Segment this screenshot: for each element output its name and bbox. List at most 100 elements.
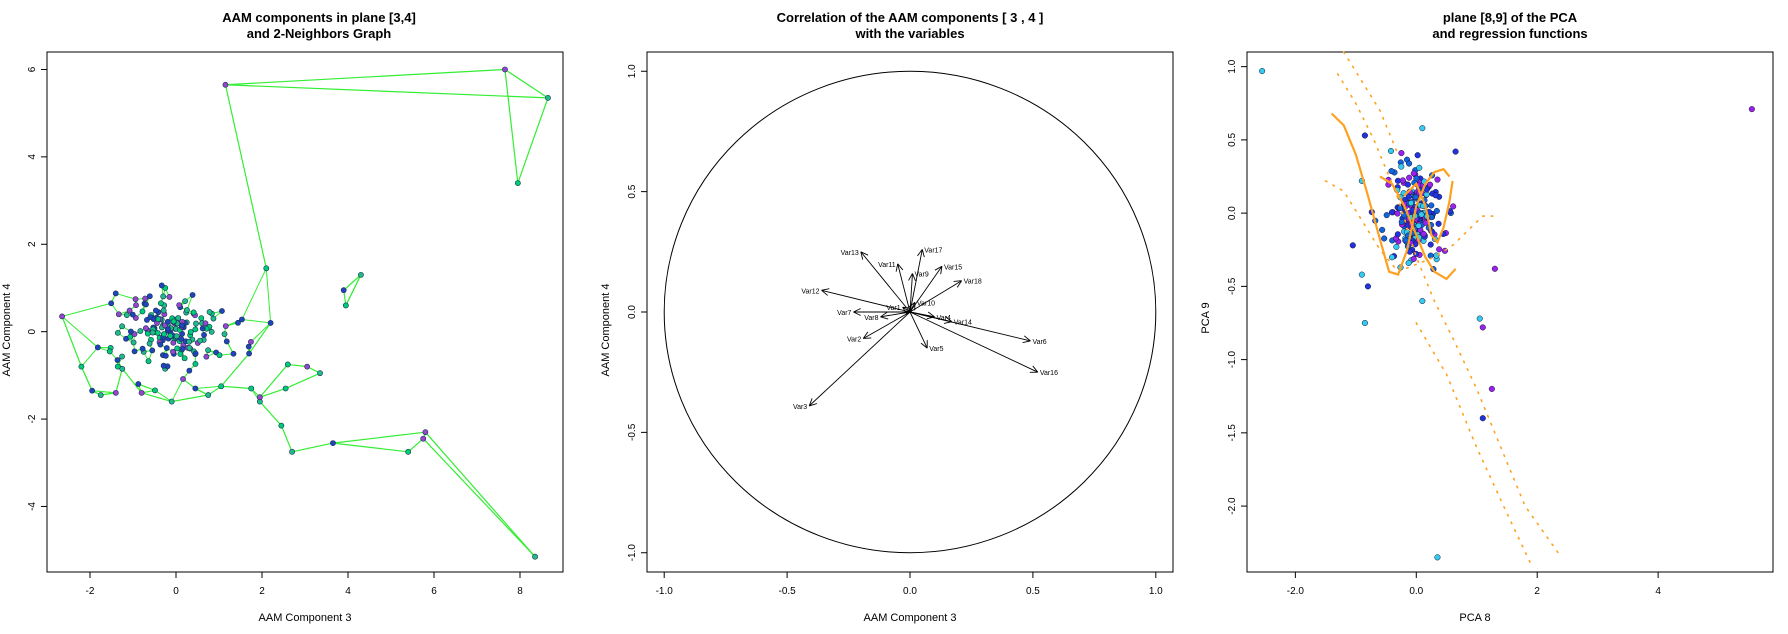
panel-1-data-point xyxy=(267,320,274,326)
panel-1-data-point xyxy=(170,348,176,355)
panel-1-data-point xyxy=(143,301,149,308)
panel-1-data-point xyxy=(149,347,156,354)
panel-3-data-point xyxy=(1405,193,1413,200)
panel-2-arrow-head xyxy=(902,306,908,315)
panel-1-data-point xyxy=(127,333,134,340)
panel-2-arrow-head xyxy=(908,273,913,281)
panel-1-graph-edge xyxy=(343,274,362,291)
panel-1-data-point xyxy=(160,362,167,369)
panel-1-graph-edge xyxy=(345,274,362,306)
panel-3-data-point xyxy=(1415,222,1422,229)
panel-3-data-point xyxy=(1398,163,1405,170)
panel-1-data-point xyxy=(248,338,254,345)
panel-1-data-point xyxy=(177,351,184,357)
panel-1-x-tick-label: -2 xyxy=(86,586,95,597)
panel-2-arrow-head xyxy=(945,316,953,322)
panel-1-graph-edge xyxy=(154,389,172,402)
panel-1-data-point xyxy=(201,331,207,338)
panel-3-data-point xyxy=(1402,237,1409,244)
panel-1-graph-edge xyxy=(220,353,250,387)
panel-2-variable-label: Var12 xyxy=(801,288,819,295)
panel-2-variable-label: Var5 xyxy=(929,346,943,353)
panel-1-graph-edge xyxy=(121,368,143,394)
panel-2-arrow-line xyxy=(860,251,911,313)
panel-1-data-point xyxy=(197,337,203,344)
panel-2-arrow-head xyxy=(1023,335,1031,342)
panel-1-data-point xyxy=(205,347,211,354)
panel-1-data-point xyxy=(256,394,263,401)
panel-1-data-point xyxy=(181,355,188,362)
panel-1-data-point xyxy=(144,330,151,337)
panel-1-data-point xyxy=(170,339,177,346)
panel-1-title-line-2: and 2-Neighbors Graph xyxy=(247,26,392,41)
panel-1-data-point xyxy=(106,348,113,355)
panel-3-x-tick-label: 2 xyxy=(1534,586,1540,597)
panel-1-data-point xyxy=(114,329,121,336)
panel-2-variable-label: Var14 xyxy=(954,320,972,327)
panel-1-data-point xyxy=(263,265,270,272)
panel-1-data-point xyxy=(219,308,225,314)
panel-1-data-point xyxy=(205,392,212,398)
panel-1-x-tick-label: 2 xyxy=(259,586,265,597)
panel-1-graph-edge xyxy=(61,316,82,367)
panel-3-data-point xyxy=(1420,230,1427,238)
panel-1-data-point xyxy=(78,363,85,370)
panel-1-data-point xyxy=(210,315,217,322)
panel-1-data-point xyxy=(158,300,164,307)
panel-3-data-point xyxy=(1406,174,1413,181)
panel-3-outlier-point xyxy=(1452,148,1459,155)
panel-2-variable-label: Var1 xyxy=(886,305,900,312)
panel-3-y-tick-label: 0.0 xyxy=(1227,206,1238,220)
panel-1-data-point xyxy=(146,340,153,347)
panel-1-data-point xyxy=(149,329,156,336)
panel-3-outlier-point xyxy=(1479,324,1486,331)
panel-1-data-point xyxy=(163,345,170,351)
panel-2-unit-circle xyxy=(663,70,1157,554)
panel-2-y-tick-label: -0.5 xyxy=(627,423,638,441)
panel-1-data-point xyxy=(218,383,225,390)
panel-1-data-point xyxy=(157,341,164,348)
panel-2-arrow-head xyxy=(809,403,817,407)
panel-3-regression-curve xyxy=(1403,180,1454,245)
panel-2-arrow-head xyxy=(1032,365,1039,373)
panel-1-data-point xyxy=(179,345,186,352)
panel-3-data-point xyxy=(1381,235,1388,242)
panel-1-data-point xyxy=(97,392,104,398)
panel-1-data-point xyxy=(161,331,167,337)
panel-1-data-point xyxy=(203,353,210,360)
panel-1-title-line-1: AAM components in plane [3,4] xyxy=(222,10,416,25)
panel-2-variable-label: Var11 xyxy=(878,262,896,269)
panel-3-outlier-point xyxy=(1476,315,1483,322)
panel-2-variable-label: Var13 xyxy=(841,250,859,257)
panel-2-arrow-line xyxy=(909,311,1031,342)
panel-3-data-point xyxy=(1379,226,1386,233)
panel-2-arrow-head xyxy=(860,251,869,256)
panel-3-x-tick-label: 4 xyxy=(1655,586,1661,597)
panel-3-x-tick-label: -2.0 xyxy=(1287,586,1305,597)
panel-1-graph-edge xyxy=(241,318,271,324)
panel-1-data-point xyxy=(317,370,323,377)
panel-2-variable-label: Var3 xyxy=(793,404,807,411)
panel-1-graph-edge xyxy=(115,368,123,393)
panel-2-variable-label: Var16 xyxy=(1040,370,1058,377)
panel-1-data-point xyxy=(190,309,197,316)
panel-2-arrow-head xyxy=(895,263,899,272)
panel-1-data-point xyxy=(139,345,146,352)
panel-2-arrow-line xyxy=(909,302,916,313)
panel-1-data-point xyxy=(235,319,241,326)
panel-2-arrow-line xyxy=(909,280,962,313)
panel-1-graph-edge xyxy=(332,431,426,444)
panel-2-variable-label: Var7 xyxy=(837,310,851,317)
panel-1-y-tick-label: 4 xyxy=(27,154,38,160)
panel-1-data-point xyxy=(126,307,133,314)
panel-1-plot-frame xyxy=(46,51,564,573)
panel-1-data-point xyxy=(154,330,161,336)
panel-2-arrow-head xyxy=(921,249,925,258)
panel-1-data-point xyxy=(123,312,130,318)
panel-3-x-tick-label: 0.0 xyxy=(1409,586,1423,597)
panel-3-data-point xyxy=(1450,203,1457,210)
panel-2-arrow-head xyxy=(940,266,943,275)
panel-3-outlier-point xyxy=(1361,319,1368,327)
panel-1-graph-edge xyxy=(280,425,293,453)
panel-3-data-point xyxy=(1410,255,1417,262)
